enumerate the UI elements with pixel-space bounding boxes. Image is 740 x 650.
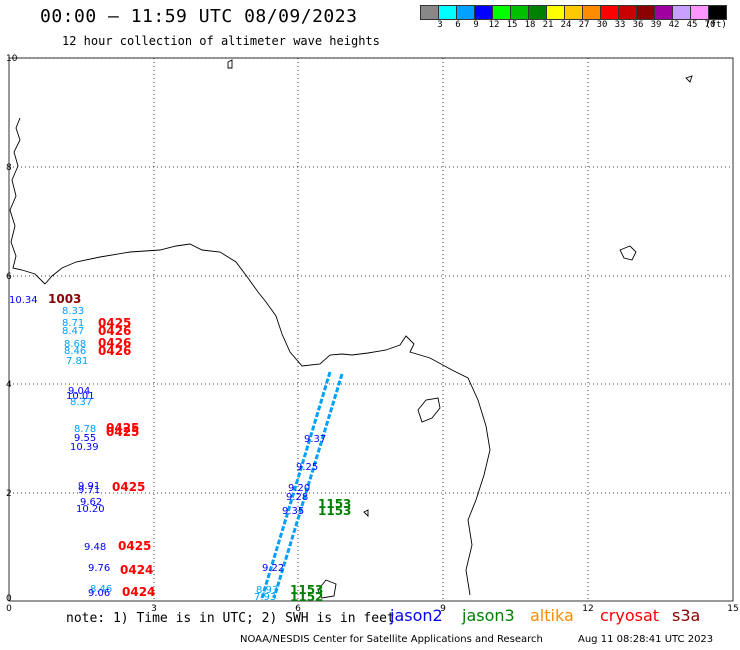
- swh-observation: 0425: [98, 316, 131, 330]
- scale-label: 18: [524, 20, 536, 30]
- swh-observation: 0425: [106, 425, 139, 439]
- swh-observation: 9.48: [84, 542, 106, 553]
- legend-cryosat: cryosat: [600, 606, 660, 625]
- scale-label: 6: [455, 20, 461, 30]
- swh-observation: 8.68: [64, 339, 86, 350]
- page-title: 00:00 – 11:59 UTC 08/09/2023: [40, 6, 358, 27]
- swh-observation: 8.37: [70, 397, 92, 408]
- swh-observation: 10.34: [9, 295, 38, 306]
- x-axis-ticks: 0 3 6 9 12 15: [6, 604, 739, 614]
- scale-label: 33: [614, 20, 626, 30]
- swh-observation: 7.81: [66, 356, 88, 367]
- scale-label: 36: [632, 20, 644, 30]
- swh-observation: 8.46: [64, 346, 86, 357]
- page-subtitle: 12 hour collection of altimeter wave hei…: [62, 34, 380, 48]
- swh-observation: 8.71: [62, 318, 84, 329]
- scale-label: 15: [506, 20, 518, 30]
- swh-observation: 9.28: [286, 492, 308, 503]
- generated-timestamp: Aug 11 08:28:41 UTC 2023: [578, 634, 714, 645]
- swh-observation: 9.20: [288, 483, 310, 494]
- swh-observation: 8.78: [74, 424, 96, 435]
- swh-observation: 8.46: [90, 584, 112, 595]
- x-tick-label: 15: [727, 604, 738, 614]
- scale-label: 70: [704, 20, 716, 30]
- legend-jason3: jason3: [462, 606, 515, 625]
- x-tick-label: 12: [582, 604, 593, 614]
- swh-observation: 10.20: [76, 504, 105, 515]
- y-tick-label: 10: [6, 54, 18, 64]
- swh-observation: 0425: [118, 539, 151, 553]
- swh-observation: 9.71: [78, 485, 100, 496]
- footer-note: note: 1) Time is in UTC; 2) SWH is in fe…: [66, 611, 395, 626]
- coastline: [9, 59, 693, 599]
- swh-observation: 0426: [98, 344, 131, 358]
- legend-altika: altika: [530, 606, 574, 625]
- y-tick-label: 2: [6, 489, 12, 499]
- swh-observation: 9.35: [282, 506, 304, 517]
- scale-label: 21: [542, 20, 554, 30]
- swh-observation: 9.55: [74, 433, 96, 444]
- y-tick-label: 8: [6, 163, 12, 173]
- scale-label: 24: [560, 20, 572, 30]
- swh-observation: 1152: [290, 590, 323, 604]
- scale-unit: (ft): [705, 20, 727, 30]
- y-axis-ticks: 0 2 4 6 8 10: [6, 54, 18, 604]
- swh-observation: 0424: [122, 585, 155, 599]
- swh-observation: 8.33: [62, 306, 84, 317]
- scale-label: 27: [578, 20, 590, 30]
- swh-observation: 0426: [98, 324, 131, 338]
- swh-observation: 0424: [120, 563, 153, 577]
- scale-label: 30: [596, 20, 608, 30]
- swh-observation: 0425: [112, 480, 145, 494]
- swh-observation: 7.93: [254, 592, 276, 603]
- scale-label: 39: [650, 20, 662, 30]
- x-tick-label: 0: [6, 604, 12, 614]
- swh-observation: 1003: [48, 292, 81, 306]
- swh-observation: 10.01: [66, 391, 95, 402]
- swh-observation: 9.76: [88, 563, 110, 574]
- scale-label: 12: [488, 20, 500, 30]
- scale-label: 42: [668, 20, 680, 30]
- y-tick-label: 6: [6, 272, 12, 282]
- swh-observation: 1153: [290, 583, 323, 597]
- legend-s3a: s3a: [672, 606, 701, 625]
- scale-label: 45: [686, 20, 698, 30]
- scale-swatch: [708, 5, 727, 20]
- swh-observation: 9.25: [296, 462, 318, 473]
- x-tick-label: 6: [295, 604, 301, 614]
- x-tick-label: 3: [151, 604, 157, 614]
- swh-observation: 9.06: [88, 588, 110, 599]
- swh-observation: 1153: [318, 497, 351, 511]
- swh-observation: 9.22: [262, 563, 284, 574]
- legend-jason2: jason2: [390, 606, 443, 625]
- y-tick-label: 0: [6, 594, 12, 604]
- map-frame: [8, 57, 734, 602]
- swh-observation: 9.04: [68, 386, 90, 397]
- swh-observation: 8.47: [62, 326, 84, 337]
- satellite-track-jason2: [260, 371, 344, 599]
- scale-label: 9: [473, 20, 479, 30]
- swh-observation: 0426: [98, 336, 131, 350]
- swh-observation: 0425: [106, 421, 139, 435]
- credit-text: NOAA/NESDIS Center for Satellite Applica…: [240, 634, 543, 645]
- swh-observation: 8.93: [256, 585, 278, 596]
- swh-observation: 10.39: [70, 442, 99, 453]
- scale-label: 3: [437, 20, 443, 30]
- x-tick-label: 9: [440, 604, 446, 614]
- swh-observation: 9.37: [304, 434, 326, 445]
- y-tick-label: 4: [6, 380, 12, 390]
- swh-observation: 1153: [318, 504, 351, 518]
- swh-observation: 9.62: [80, 497, 102, 508]
- swh-observation: 9.91: [78, 481, 100, 492]
